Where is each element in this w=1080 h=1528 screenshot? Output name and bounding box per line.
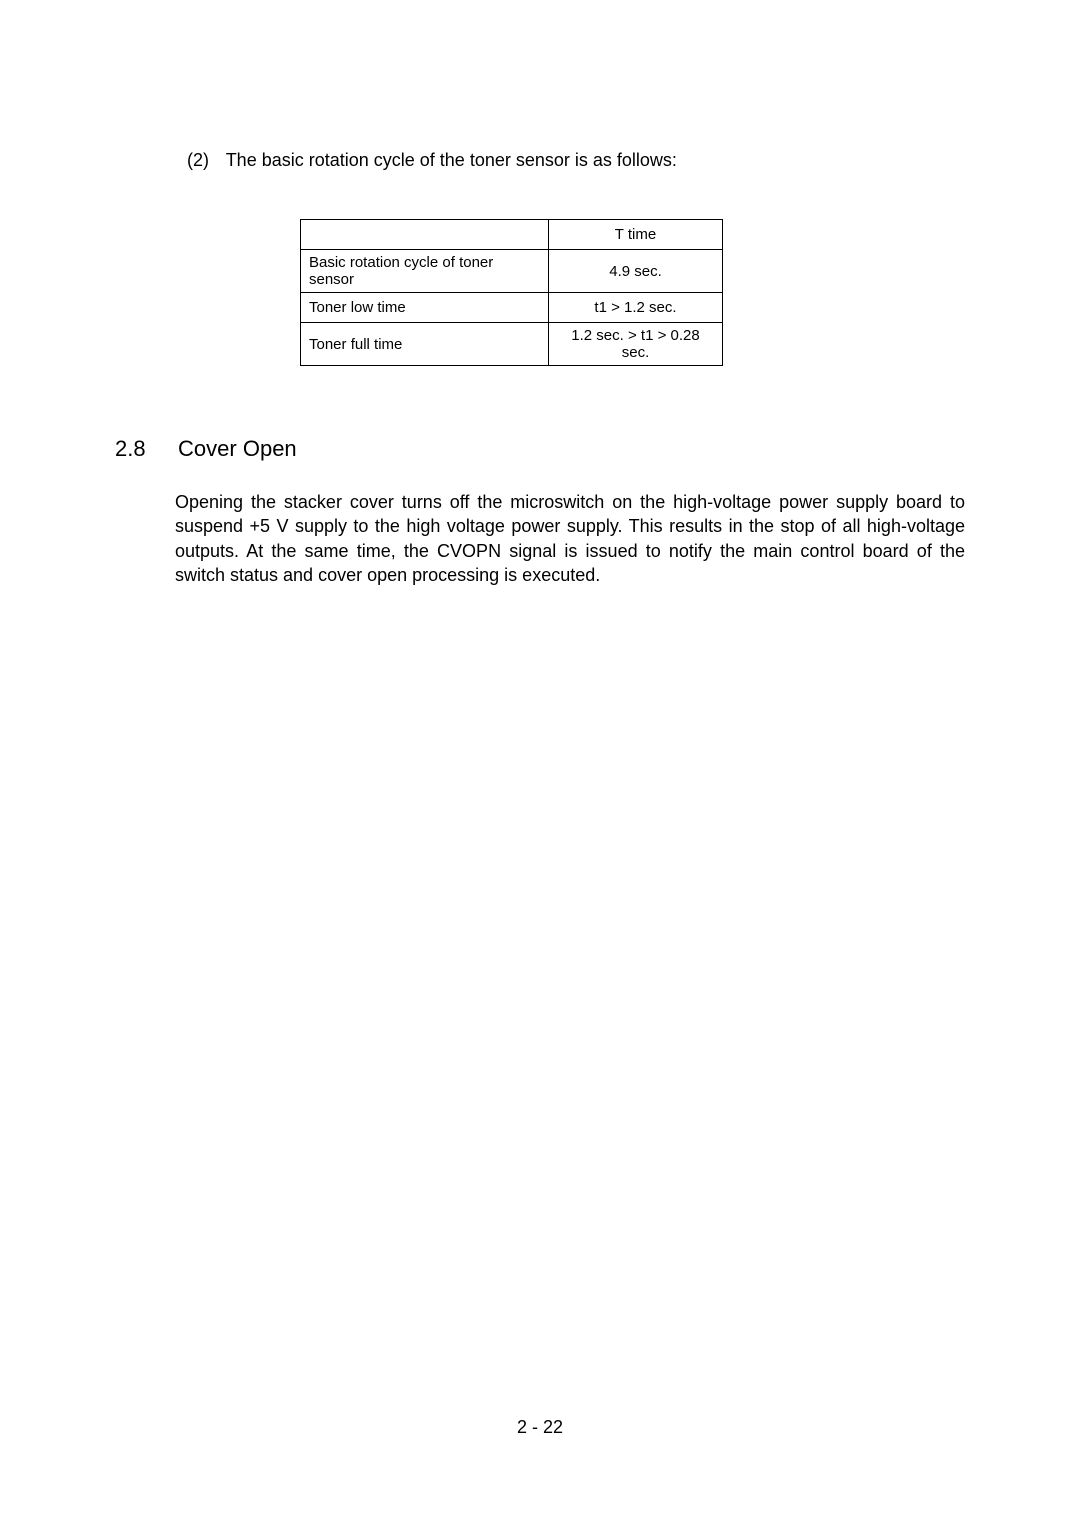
table-header-ttime: T time: [549, 220, 723, 250]
section-body: Opening the stacker cover turns off the …: [175, 490, 965, 587]
table-cell-value: 1.2 sec. > t1 > 0.28 sec.: [549, 323, 723, 366]
page-number: 2 - 22: [0, 1417, 1080, 1438]
item-number: (2): [187, 150, 209, 171]
table-header-row: T time: [301, 220, 723, 250]
item-text: The basic rotation cycle of the toner se…: [226, 150, 677, 170]
table-cell-label: Toner low time: [301, 293, 549, 323]
table-cell-value: t1 > 1.2 sec.: [549, 293, 723, 323]
page-content: (2) The basic rotation cycle of the tone…: [0, 0, 1080, 587]
table-cell-label: Basic rotation cycle of toner sensor: [301, 250, 549, 293]
section-title: Cover Open: [178, 436, 297, 462]
toner-sensor-table: T time Basic rotation cycle of toner sen…: [300, 219, 723, 366]
table-row: Basic rotation cycle of toner sensor 4.9…: [301, 250, 723, 293]
table-header-empty: [301, 220, 549, 250]
table-cell-label: Toner full time: [301, 323, 549, 366]
toner-sensor-table-wrap: T time Basic rotation cycle of toner sen…: [300, 219, 965, 366]
table-cell-value: 4.9 sec.: [549, 250, 723, 293]
section-header: 2.8 Cover Open: [115, 436, 965, 462]
section-number: 2.8: [115, 436, 146, 462]
table-row: Toner full time 1.2 sec. > t1 > 0.28 sec…: [301, 323, 723, 366]
table-row: Toner low time t1 > 1.2 sec.: [301, 293, 723, 323]
list-item: (2) The basic rotation cycle of the tone…: [187, 150, 965, 171]
